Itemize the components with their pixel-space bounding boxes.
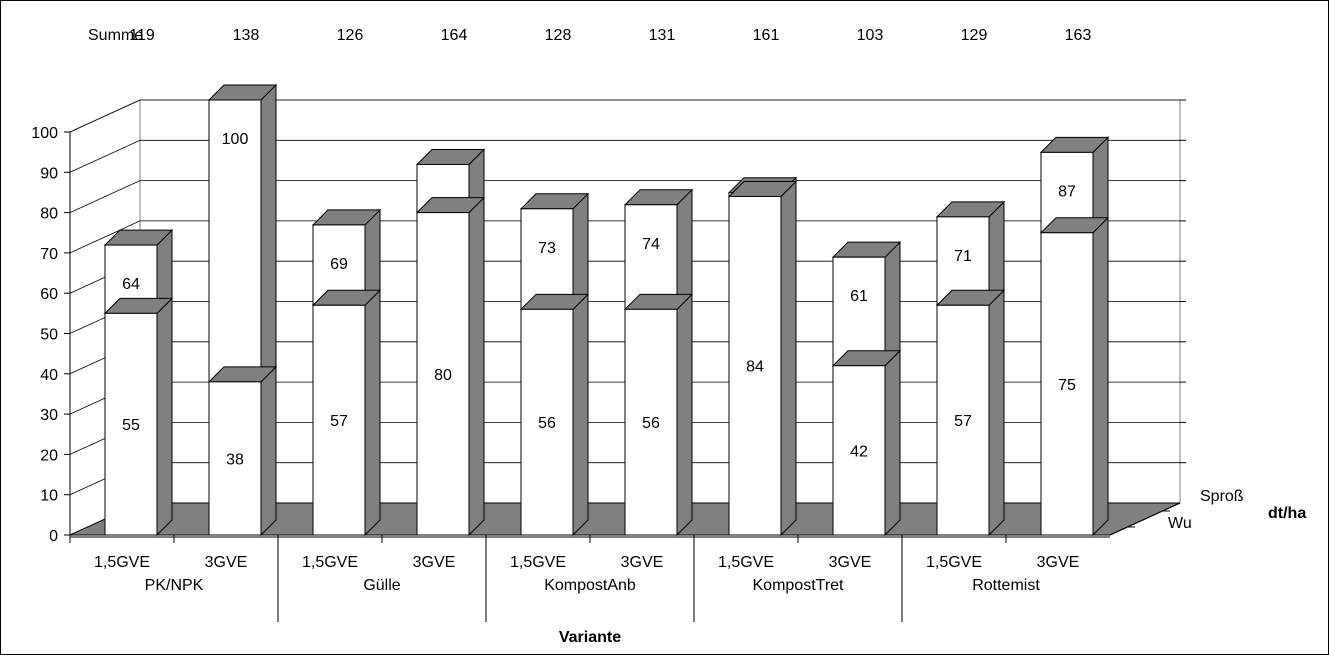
- summe-value: 128: [545, 27, 572, 44]
- bar-side: [677, 294, 692, 535]
- bar-side: [365, 290, 380, 535]
- y-tick-label: 80: [40, 206, 58, 223]
- series-name-wu: Wu: [1168, 515, 1192, 532]
- data-label-wu: 56: [538, 415, 556, 432]
- y-tick-label: 20: [40, 447, 58, 464]
- x-tick-label: 3GVE: [621, 554, 664, 571]
- summe-value: 126: [337, 27, 364, 44]
- data-label-wu: 57: [954, 413, 972, 430]
- summe-value: 131: [649, 27, 676, 44]
- data-label-sprob: 64: [122, 276, 140, 293]
- bar-side: [261, 367, 276, 535]
- summe-value: 129: [961, 27, 988, 44]
- summe-value: 163: [1065, 27, 1092, 44]
- data-label-wu: 55: [122, 417, 140, 434]
- data-label-sprob: 87: [1058, 183, 1076, 200]
- data-label-wu: 75: [1058, 377, 1076, 394]
- data-label-sprob: 61: [850, 288, 868, 305]
- summe-value: 138: [233, 27, 260, 44]
- x-tick-label: 1,5GVE: [510, 554, 566, 571]
- y-tick-label: 90: [40, 165, 58, 182]
- y-tick-label: 0: [49, 528, 58, 545]
- y-tick-label: 40: [40, 367, 58, 384]
- x-tick-label: 3GVE: [829, 554, 872, 571]
- x-tick-label: 1,5GVE: [718, 554, 774, 571]
- y-tick-label: 70: [40, 246, 58, 263]
- data-label-wu: 84: [746, 359, 764, 376]
- data-label-sprob: 100: [222, 131, 249, 148]
- bar-side: [885, 351, 900, 535]
- data-label-sprob: 73: [538, 240, 556, 257]
- y-tick-label: 50: [40, 327, 58, 344]
- summe-label: Summe: [88, 27, 143, 44]
- data-label-sprob: 74: [642, 236, 660, 253]
- x-group-label: KompostTret: [753, 577, 845, 594]
- x-tick-label: 3GVE: [205, 554, 248, 571]
- x-group-label: PK/NPK: [145, 577, 204, 594]
- data-label-sprob: 71: [954, 248, 972, 265]
- data-label-sprob: 69: [330, 256, 348, 273]
- data-label-wu: 57: [330, 413, 348, 430]
- data-label-wu: 56: [642, 415, 660, 432]
- bar-side: [469, 198, 484, 535]
- bar-side: [989, 290, 1004, 535]
- summe-value: 161: [753, 27, 780, 44]
- data-label-wu: 42: [850, 443, 868, 460]
- y-tick-label: 30: [40, 407, 58, 424]
- bar-side: [1093, 218, 1108, 535]
- y-tick-label: 10: [40, 488, 58, 505]
- x-tick-label: 1,5GVE: [926, 554, 982, 571]
- summe-value: 164: [441, 27, 468, 44]
- data-label-wu: 80: [434, 367, 452, 384]
- x-tick-label: 1,5GVE: [94, 554, 150, 571]
- y-tick-label: 60: [40, 286, 58, 303]
- x-tick-label: 3GVE: [413, 554, 456, 571]
- y-tick-label: 100: [31, 125, 58, 142]
- bar-side: [157, 298, 172, 535]
- bar-side: [781, 181, 796, 535]
- x-tick-label: 1,5GVE: [302, 554, 358, 571]
- bar-side: [573, 294, 588, 535]
- x-axis-title: Variante: [559, 629, 621, 646]
- summe-value: 103: [857, 27, 884, 44]
- z-axis-title: dt/ha: [1268, 505, 1306, 522]
- series-name-sprob: Sproß: [1200, 488, 1244, 505]
- x-group-label: Rottemist: [972, 577, 1040, 594]
- x-tick-label: 3GVE: [1037, 554, 1080, 571]
- data-label-wu: 38: [226, 451, 244, 468]
- x-group-label: Gülle: [363, 577, 400, 594]
- x-group-label: KompostAnb: [544, 577, 636, 594]
